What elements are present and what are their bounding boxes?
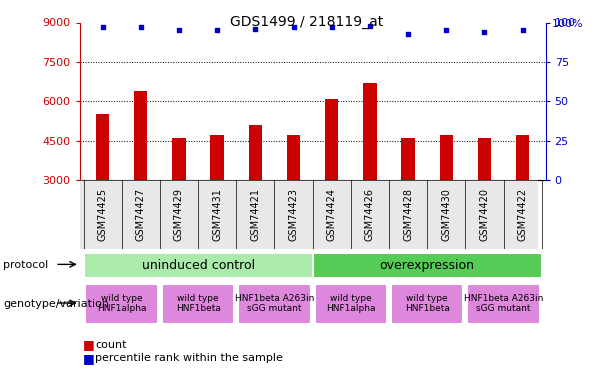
Point [365, 22, 375, 28]
Text: GSM74422: GSM74422 [517, 188, 528, 241]
Bar [287, 135, 300, 180]
Text: HNF1beta A263in
sGG mutant: HNF1beta A263in sGG mutant [235, 294, 314, 314]
Text: wild type
HNF1beta: wild type HNF1beta [405, 294, 449, 314]
Bar [516, 135, 530, 180]
Text: count: count [95, 340, 126, 350]
Point [518, 27, 528, 33]
Text: GSM74421: GSM74421 [250, 188, 261, 241]
Point [174, 27, 184, 33]
Bar [402, 138, 415, 180]
Text: percentile rank within the sample: percentile rank within the sample [95, 353, 283, 363]
Point [403, 30, 413, 36]
Bar [83, 253, 313, 278]
Bar [478, 138, 491, 180]
Text: wild type
HNF1beta: wild type HNF1beta [176, 294, 221, 314]
Bar [314, 284, 387, 324]
Point [212, 27, 222, 33]
Bar [364, 83, 376, 180]
Bar [325, 99, 338, 180]
Bar [313, 253, 542, 278]
Text: GSM74431: GSM74431 [212, 188, 222, 241]
Text: GSM74420: GSM74420 [479, 188, 489, 241]
Text: genotype/variation: genotype/variation [3, 299, 109, 309]
Text: GSM74427: GSM74427 [136, 188, 146, 241]
Point [441, 27, 451, 33]
Point [97, 24, 107, 30]
Bar [440, 135, 453, 180]
Bar [238, 284, 311, 324]
Text: HNF1beta A263in
sGG mutant: HNF1beta A263in sGG mutant [464, 294, 543, 314]
Text: GSM74423: GSM74423 [289, 188, 299, 241]
Bar [210, 135, 224, 180]
Text: ■: ■ [83, 352, 94, 364]
Text: GSM74424: GSM74424 [327, 188, 337, 241]
Text: GSM74426: GSM74426 [365, 188, 375, 241]
Point [327, 24, 337, 30]
Bar [162, 284, 234, 324]
Bar [249, 125, 262, 180]
Text: GSM74429: GSM74429 [174, 188, 184, 241]
Text: wild type
HNF1alpha: wild type HNF1alpha [97, 294, 147, 314]
Text: GSM74428: GSM74428 [403, 188, 413, 241]
Point [251, 26, 261, 32]
Text: ■: ■ [83, 339, 94, 351]
Text: wild type
HNF1alpha: wild type HNF1alpha [326, 294, 376, 314]
Bar [85, 284, 158, 324]
Text: GSM74425: GSM74425 [97, 188, 108, 241]
Text: 100%: 100% [552, 20, 584, 29]
Point [479, 29, 489, 35]
Point [136, 24, 146, 30]
Text: uninduced control: uninduced control [142, 259, 254, 272]
Bar [134, 91, 148, 180]
Bar [391, 284, 463, 324]
Bar [96, 114, 109, 180]
Text: overexpression: overexpression [379, 259, 474, 272]
Bar [467, 284, 540, 324]
Text: protocol: protocol [3, 260, 48, 270]
Point [289, 24, 299, 30]
Text: GSM74430: GSM74430 [441, 188, 451, 241]
Text: GDS1499 / 218119_at: GDS1499 / 218119_at [230, 15, 383, 29]
Bar [172, 138, 186, 180]
